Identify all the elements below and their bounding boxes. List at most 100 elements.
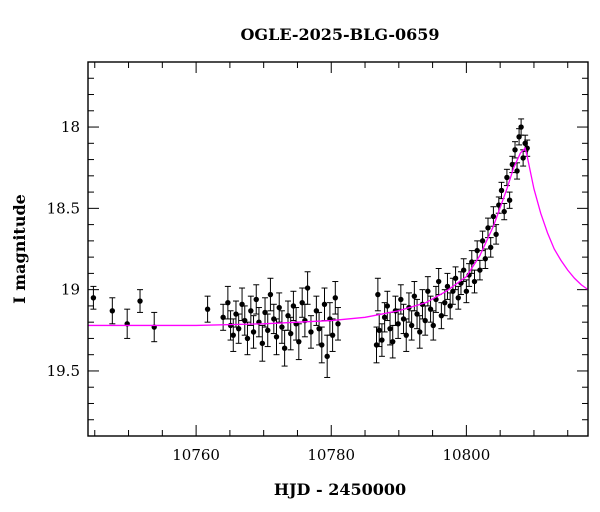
data-point [408,310,415,341]
point-marker [137,298,143,304]
point-marker [288,330,294,337]
point-marker [227,322,234,329]
data-point [247,295,254,326]
point-marker [403,332,409,338]
data-point [374,277,381,312]
data-point [430,310,437,341]
point-marker [512,147,518,153]
point-marker [225,299,231,306]
point-marker [308,329,314,335]
data-point [324,334,331,378]
data-point [335,307,341,341]
data-point [304,271,311,305]
point-marker [490,213,497,220]
data-point [476,259,483,281]
point-marker [109,308,116,314]
data-point [253,284,260,315]
data-point [471,269,478,294]
y-tick-label: 19.5 [47,362,80,380]
data-point [318,326,325,364]
point-marker [296,338,302,345]
data-point [381,302,388,333]
data-point [259,324,266,362]
data-point [441,289,448,317]
x-axis-label: HJD - 2450000 [274,480,406,499]
point-marker [230,332,236,338]
data-point [224,285,231,320]
point-marker [321,301,328,307]
data-point [524,139,531,157]
data-point [490,206,497,227]
data-point [457,271,464,296]
data-point [239,287,246,322]
point-marker [244,335,251,342]
x-tick-label: 10760 [172,446,220,464]
point-marker [438,312,445,319]
data-point [307,315,314,349]
data-point [397,284,404,315]
point-marker [506,197,513,203]
point-marker [411,293,418,299]
point-marker [518,124,524,130]
data-point [444,272,451,300]
y-axis-label: I magnitude [10,194,29,304]
point-marker [220,314,226,320]
point-marker [469,259,475,265]
data-point [244,321,251,356]
data-point [290,290,297,322]
point-marker [498,187,505,194]
data-point [151,311,158,343]
y-tick-label: 18.5 [47,199,80,217]
point-marker [387,325,393,332]
data-point [90,285,97,310]
data-point [518,118,525,136]
point-marker [522,140,528,147]
point-marker [471,278,478,285]
data-point [137,289,144,313]
data-point [452,266,459,291]
point-marker [460,267,467,273]
point-marker [422,317,428,324]
y-tick-label: 19 [61,281,80,299]
data-point [424,276,431,307]
chart-title: OGLE-2025-BLG-0659 [240,25,439,44]
data-point [479,230,486,252]
data-point [416,315,423,349]
point-marker [501,208,507,215]
point-marker [250,329,257,335]
point-marker [279,324,285,330]
point-marker [375,291,381,298]
point-marker [477,267,483,273]
data-point [204,295,211,323]
point-marker [452,275,459,281]
point-marker [444,283,451,290]
data-point [262,297,269,328]
point-marker [485,225,491,231]
point-marker [276,304,282,311]
point-marker [267,291,274,298]
point-marker [376,327,382,334]
data-point [255,307,262,338]
data-point [235,313,242,344]
point-marker [435,278,442,285]
data-point [455,285,462,310]
data-point [285,300,291,331]
data-point [468,250,475,274]
point-marker [235,325,242,332]
point-marker [398,296,404,303]
point-marker [304,285,311,291]
data-point [435,268,442,296]
plot-marks [88,118,588,378]
data-point [432,285,439,313]
point-marker [425,288,431,294]
data-point [376,313,383,348]
point-marker [273,334,280,340]
data-point [463,279,470,304]
data-point [278,310,285,344]
point-marker [204,306,211,312]
point-marker [384,303,391,309]
data-point [512,141,519,159]
axis-ticks [88,61,588,436]
point-marker [329,332,336,338]
point-marker [395,321,401,327]
